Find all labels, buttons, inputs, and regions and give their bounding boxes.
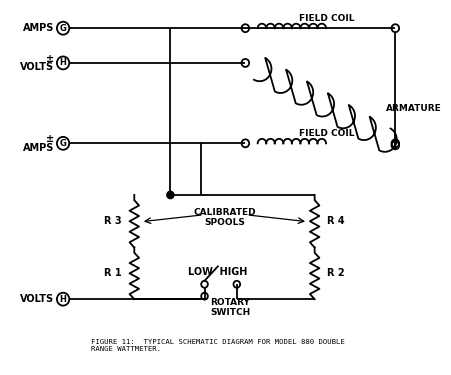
Text: H: H — [60, 295, 67, 304]
Text: FIELD COIL: FIELD COIL — [299, 129, 354, 138]
Text: ±
VOLTS: ± VOLTS — [20, 54, 55, 72]
Text: ROTARY
SWITCH: ROTARY SWITCH — [210, 298, 250, 317]
Circle shape — [57, 57, 69, 69]
Text: G: G — [60, 24, 67, 33]
Text: FIELD COIL: FIELD COIL — [299, 14, 354, 23]
Circle shape — [167, 192, 174, 198]
Circle shape — [57, 22, 69, 34]
Text: LOW  HIGH: LOW HIGH — [188, 267, 248, 278]
Text: ARMATURE: ARMATURE — [386, 104, 442, 113]
Text: R 2: R 2 — [327, 268, 345, 278]
Text: FIGURE 11:  TYPICAL SCHEMATIC DIAGRAM FOR MODEL 880 DOUBLE
RANGE WATTMETER.: FIGURE 11: TYPICAL SCHEMATIC DIAGRAM FOR… — [91, 339, 345, 352]
Text: AMPS: AMPS — [23, 23, 55, 33]
Text: R 4: R 4 — [327, 216, 345, 226]
Text: H: H — [60, 58, 67, 68]
Circle shape — [57, 137, 69, 150]
Circle shape — [57, 293, 69, 306]
Text: ±
AMPS: ± AMPS — [23, 134, 55, 153]
Text: CALIBRATED
SPOOLS: CALIBRATED SPOOLS — [193, 208, 256, 228]
Text: R 1: R 1 — [104, 268, 122, 278]
Text: R 3: R 3 — [104, 216, 122, 226]
Text: G: G — [60, 139, 67, 148]
Text: VOLTS: VOLTS — [20, 294, 55, 304]
